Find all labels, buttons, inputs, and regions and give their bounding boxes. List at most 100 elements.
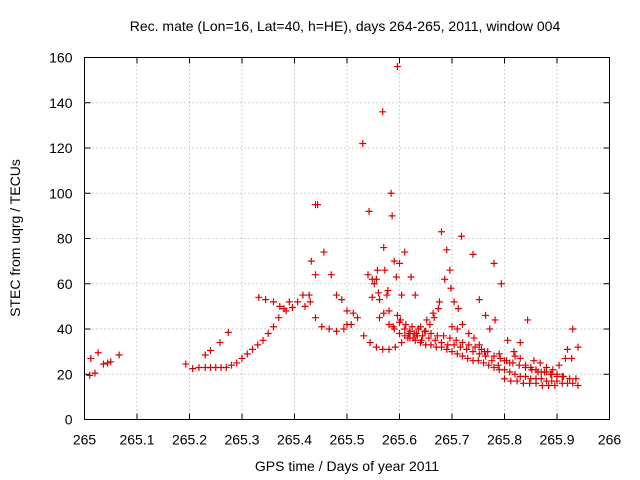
data-point-marker [450,341,458,349]
data-point-marker [457,232,465,240]
data-point-marker [396,330,403,338]
data-point-marker [254,341,262,349]
data-point-marker [495,350,503,358]
data-point-marker [306,298,314,306]
data-point-marker [446,266,454,274]
data-point-marker [447,284,455,292]
data-point-marker [307,257,315,265]
y-tick-labels: 0 20 40 60 80 100 120 140 160 [49,50,73,428]
data-point-marker [515,361,523,369]
data-point-marker [491,316,499,324]
data-point-marker [453,325,461,333]
data-point-marker [312,271,319,279]
y-tick-label: 120 [49,140,73,156]
data-point-marker [425,334,433,342]
data-point-marker [496,354,504,362]
data-point-marker [411,291,419,299]
x-tick-label: 265.1 [119,432,154,448]
data-point-marker [383,291,391,299]
data-points [86,63,582,390]
data-point-marker [396,259,403,267]
data-point-marker [482,352,490,360]
data-point-marker [270,323,277,331]
data-point-marker [501,357,508,365]
data-point-marker [459,320,466,328]
data-point-marker [423,316,431,324]
data-point-marker [379,108,387,116]
data-point-marker [464,354,472,362]
data-point-marker [354,314,361,322]
data-point-marker [501,375,508,383]
data-point-marker [276,302,284,310]
data-point-marker [349,309,357,317]
data-point-marker [459,352,466,360]
data-point-marker [507,377,515,385]
data-point-marker [224,328,232,336]
x-tick-label: 265 [73,432,97,448]
data-point-marker [398,291,406,299]
data-point-marker [91,369,99,377]
data-point-marker [385,345,393,353]
data-point-marker [384,287,392,295]
data-point-marker [454,305,462,313]
data-point-marker [494,361,502,369]
data-point-marker [99,360,107,368]
plot-frame [84,57,610,420]
x-tick-label: 265.2 [172,432,207,448]
data-point-marker [233,359,241,367]
data-point-marker [471,343,479,351]
data-point-marker [406,327,414,335]
data-point-marker [189,365,197,373]
data-point-marker [398,339,406,347]
data-point-marker [511,352,519,360]
data-point-marker [282,307,290,315]
data-point-marker [288,304,296,312]
data-point-marker [465,330,473,338]
data-point-marker [372,275,380,283]
data-point-marker [299,291,307,299]
data-point-marker [510,348,518,356]
data-point-marker [419,332,427,340]
data-point-marker [255,293,263,301]
data-point-marker [417,339,424,347]
data-point-marker [474,357,482,365]
data-point-marker [222,363,230,371]
data-point-marker [414,325,422,333]
data-point-marker [387,189,395,197]
data-point-marker [401,248,409,256]
data-point-marker [195,363,203,371]
data-point-marker [564,345,571,353]
data-point-marker [452,336,460,344]
data-point-marker [115,351,123,359]
data-point-marker [201,351,209,359]
x-tick-labels: 265 265.1 265.2 265.3 265.4 265.5 265.6 265.7 26… [73,432,622,448]
data-point-marker [497,280,505,288]
data-point-marker [294,298,302,306]
data-point-marker [555,361,563,369]
data-point-marker [401,332,409,340]
data-point-marker [360,332,368,340]
data-point-marker [104,359,112,367]
x-tick-label: 265.7 [434,432,469,448]
data-point-marker [526,379,534,387]
data-point-marker [438,228,445,236]
data-point-marker [448,348,456,356]
data-point-marker [527,363,535,371]
data-point-marker [485,361,493,369]
data-point-marker [94,349,102,357]
data-point-marker [238,354,246,362]
data-point-marker [572,375,580,383]
data-point-marker [429,309,437,317]
y-axis-label: STEC from uqrg / TECUs [7,159,23,317]
data-point-marker [333,327,340,335]
data-point-marker [390,325,398,333]
data-point-marker [453,350,461,358]
data-point-marker [243,350,251,358]
data-point-marker [370,280,378,288]
data-point-marker [481,348,489,356]
data-point-marker [338,296,346,304]
data-point-marker [87,354,95,362]
data-point-marker [440,332,448,340]
data-point-marker [480,359,487,367]
